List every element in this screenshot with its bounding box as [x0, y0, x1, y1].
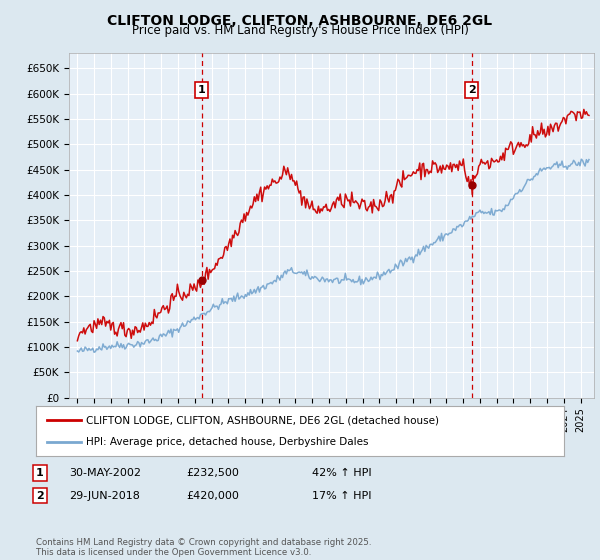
Text: 1: 1	[198, 85, 206, 95]
Text: £420,000: £420,000	[186, 491, 239, 501]
Text: CLIFTON LODGE, CLIFTON, ASHBOURNE, DE6 2GL (detached house): CLIFTON LODGE, CLIFTON, ASHBOURNE, DE6 2…	[86, 415, 439, 425]
Text: HPI: Average price, detached house, Derbyshire Dales: HPI: Average price, detached house, Derb…	[86, 437, 368, 447]
Text: 42% ↑ HPI: 42% ↑ HPI	[312, 468, 371, 478]
Text: 2: 2	[36, 491, 44, 501]
Text: 17% ↑ HPI: 17% ↑ HPI	[312, 491, 371, 501]
Text: CLIFTON LODGE, CLIFTON, ASHBOURNE, DE6 2GL: CLIFTON LODGE, CLIFTON, ASHBOURNE, DE6 2…	[107, 14, 493, 28]
Text: 1: 1	[36, 468, 44, 478]
Text: 2: 2	[467, 85, 475, 95]
Text: £232,500: £232,500	[186, 468, 239, 478]
Text: Price paid vs. HM Land Registry's House Price Index (HPI): Price paid vs. HM Land Registry's House …	[131, 24, 469, 37]
Text: 29-JUN-2018: 29-JUN-2018	[69, 491, 140, 501]
Text: Contains HM Land Registry data © Crown copyright and database right 2025.
This d: Contains HM Land Registry data © Crown c…	[36, 538, 371, 557]
Text: 30-MAY-2002: 30-MAY-2002	[69, 468, 141, 478]
